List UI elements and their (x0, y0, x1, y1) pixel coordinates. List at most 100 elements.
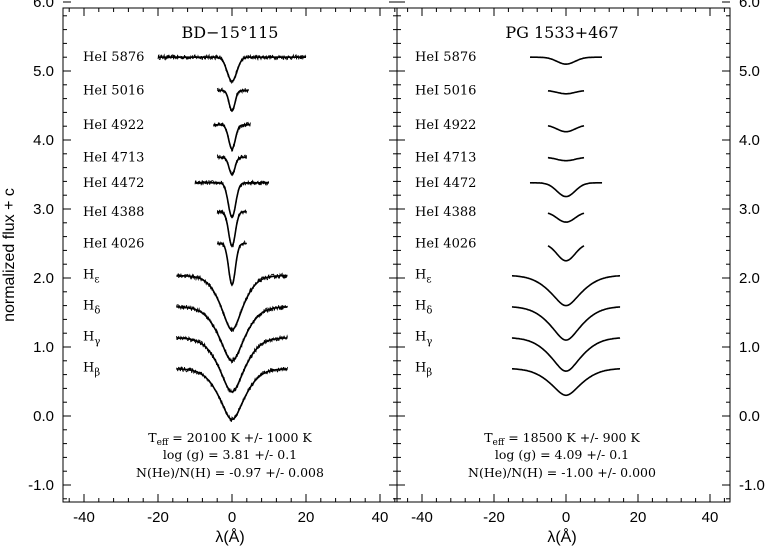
line-label: Hγ (415, 330, 432, 348)
observed-spectrum (511, 275, 621, 307)
line-label: HeI 4388 (83, 205, 144, 220)
line-label: HeI 4713 (83, 150, 144, 165)
observed-spectrum (529, 181, 603, 198)
left-panel-title: BD−15°115 (182, 23, 279, 42)
y-tick-label: 3.0 (33, 201, 54, 218)
y-tick-label: -1.0 (28, 477, 54, 494)
observed-spectrum (157, 53, 307, 84)
line-label: Hδ (415, 299, 432, 317)
x-axis-tick-labels: -40 -20 0 20 40 -40 -20 0 20 40 (73, 509, 718, 526)
model-fit (547, 90, 585, 95)
x-tick-label: 40 (702, 509, 719, 526)
y-tick-label-right: 2.0 (739, 270, 760, 287)
model-fit (547, 245, 585, 262)
y-tick-label-right: 5.0 (739, 63, 760, 80)
line-label: HeI 5876 (83, 50, 144, 65)
observed-spectrum (511, 368, 621, 396)
y-tick-label: 1.0 (33, 339, 54, 356)
line-label: HeI 4922 (83, 118, 144, 133)
observed-spectrum (216, 87, 249, 112)
line-label: Hβ (83, 361, 100, 379)
left-spectra (157, 53, 307, 423)
line-label: Hε (415, 268, 432, 286)
y-tick-label: 2.0 (33, 270, 54, 287)
line-label: HeI 4026 (83, 237, 144, 252)
y-tick-label-right: 4.0 (739, 132, 760, 149)
model-fit (217, 89, 249, 113)
y-tick-label: 5.0 (33, 63, 54, 80)
right-param-teff: Teff = 18500 K +/- 900 K (484, 430, 640, 448)
line-label: HeI 5016 (415, 83, 476, 98)
model-fit (176, 368, 288, 421)
model-fit (547, 212, 585, 223)
x-tick-label: -20 (147, 509, 169, 526)
model-fit (195, 182, 269, 219)
model-fit (547, 125, 585, 133)
model-fit (176, 274, 288, 331)
model-fit (158, 56, 306, 83)
observed-spectrum (216, 239, 247, 287)
model-fit (176, 337, 288, 393)
observed-spectrum (176, 334, 288, 394)
x-axis-label-right: λ(Å) (547, 527, 576, 546)
right-spectra (511, 56, 621, 397)
x-tick-label: 20 (298, 509, 315, 526)
y-tick-label-right: 0.0 (739, 408, 760, 425)
x-tick-label: 0 (562, 509, 570, 526)
model-fit (217, 156, 247, 176)
y-tick-label: 6.0 (33, 0, 54, 11)
y-tick-label: 4.0 (33, 132, 54, 149)
observed-spectrum (511, 337, 621, 372)
line-label: HeI 4472 (415, 176, 476, 191)
model-fit (511, 337, 621, 372)
right-param-nhe: N(He)/N(H) = -1.00 +/- 0.000 (468, 465, 656, 480)
y-axis-tick-labels-right: 6.0 5.0 4.0 3.0 2.0 1.0 0.0 -1.0 (739, 0, 765, 494)
y-tick-label-right: 6.0 (739, 0, 760, 11)
model-fit (217, 242, 247, 287)
x-tick-label: 40 (372, 509, 389, 526)
model-fit (176, 306, 288, 362)
y-tick-label: 0.0 (33, 408, 54, 425)
observed-spectrum (547, 212, 584, 223)
model-fit (547, 156, 585, 162)
x-tick-label: -40 (411, 509, 433, 526)
left-param-nhe: N(He)/N(H) = -0.97 +/- 0.008 (136, 465, 324, 480)
line-label: HeI 4026 (415, 237, 476, 252)
model-fit (217, 211, 247, 248)
y-tick-label-right: -1.0 (739, 477, 765, 494)
left-panel-frame (62, 7, 398, 503)
line-label: HeI 4472 (83, 176, 144, 191)
right-line-labels: HeI 5876 HeI 5016 HeI 4922 HeI 4713 HeI 4472… (415, 50, 476, 379)
y-axis-label: normalized flux + c (1, 188, 18, 322)
model-fit (530, 182, 602, 198)
observed-spectrum (176, 272, 288, 332)
right-panel-title: PG 1533+467 (505, 23, 618, 42)
left-line-labels: HeI 5876 HeI 5016 HeI 4922 HeI 4713 HeI 4472… (83, 50, 144, 379)
model-fit (530, 56, 602, 65)
y-tick-label-right: 3.0 (739, 201, 760, 218)
model-fit (213, 124, 251, 151)
left-ticks (63, 1, 397, 502)
observed-spectrum (194, 179, 270, 218)
model-fit (512, 368, 620, 397)
model-fit (511, 306, 621, 341)
line-label: Hγ (83, 330, 100, 348)
observed-spectrum (213, 121, 251, 153)
observed-spectrum (176, 366, 288, 423)
line-label: HeI 4388 (415, 205, 476, 220)
model-fit (512, 275, 620, 307)
observed-spectrum (511, 306, 621, 341)
x-tick-label: 20 (630, 509, 647, 526)
left-param-teff: Teff = 20100 K +/- 1000 K (148, 430, 312, 448)
y-tick-label-right: 1.0 (739, 339, 760, 356)
line-label: HeI 4922 (415, 118, 476, 133)
x-axis-label-left: λ(Å) (215, 527, 244, 546)
observed-spectrum (547, 245, 584, 262)
y-axis-tick-labels-left: 6.0 5.0 4.0 3.0 2.0 1.0 0.0 -1.0 (28, 0, 54, 494)
line-label: HeI 5876 (415, 50, 476, 65)
right-ticks (397, 1, 730, 502)
line-label: HeI 4713 (415, 150, 476, 165)
left-panel: BD−15°115 HeI 5876 HeI 5016 HeI 4922 HeI 47… (62, 1, 398, 503)
x-tick-label: -40 (73, 509, 95, 526)
